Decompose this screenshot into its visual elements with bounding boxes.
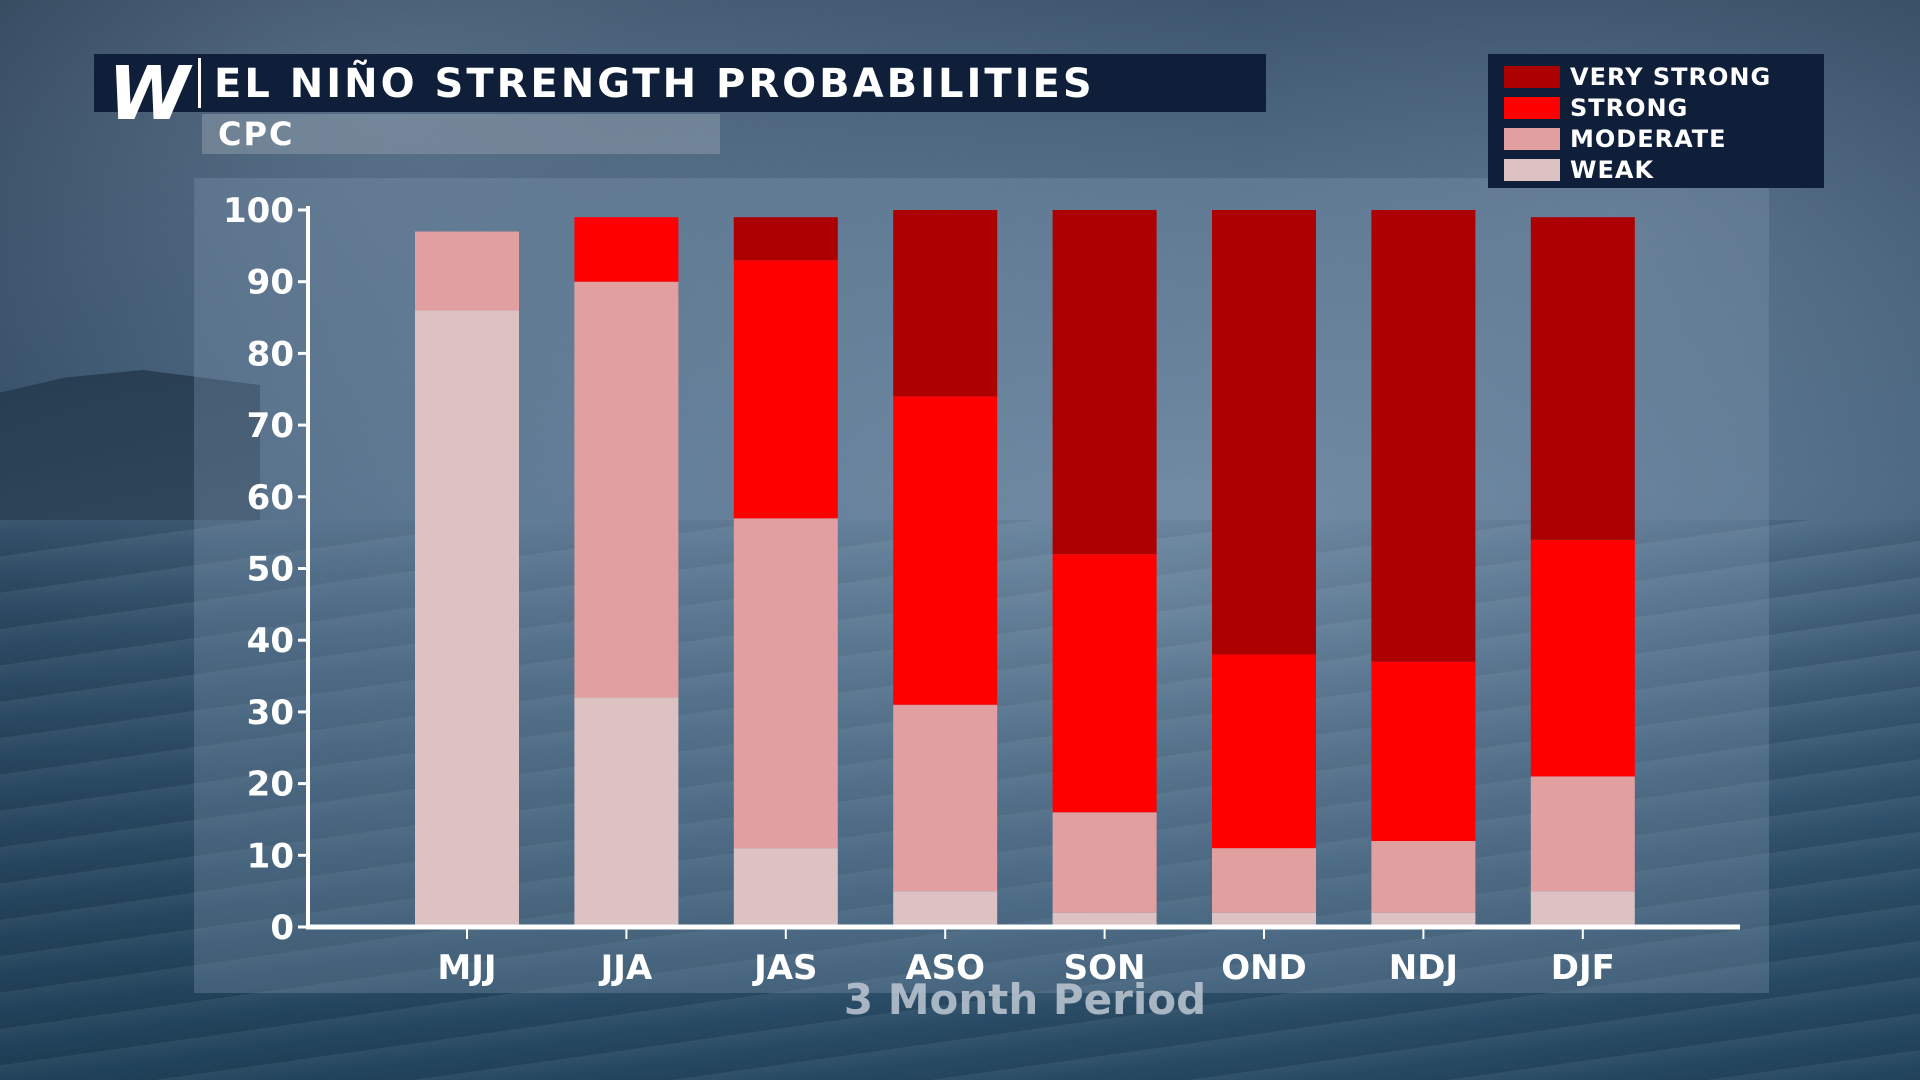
bar-segment-very-strong: [1371, 210, 1476, 662]
bar-segment-moderate: [1530, 776, 1635, 892]
legend-label-very-strong: VERY STRONG: [1570, 63, 1772, 91]
legend: VERY STRONG STRONG MODERATE WEAK: [1488, 54, 1824, 188]
x-category-label: OND: [1221, 948, 1307, 988]
bar-segment-moderate: [574, 281, 679, 698]
x-category-label: JAS: [752, 948, 817, 988]
legend-label-strong: STRONG: [1570, 94, 1689, 122]
weather-logo: W: [108, 51, 190, 137]
bar-segment-weak: [733, 848, 838, 927]
bar-segment-very-strong: [1212, 210, 1316, 655]
y-tick-label: 40: [247, 621, 294, 661]
bar-segment-strong: [1212, 654, 1316, 849]
bar-segment-weak: [893, 891, 998, 927]
chart-subtitle: CPC: [218, 115, 295, 153]
legend-swatch-very-strong: [1504, 66, 1560, 88]
x-category-label: NDJ: [1389, 948, 1458, 988]
chart-title: EL NIÑO STRENGTH PROBABILITIES: [214, 61, 1095, 107]
bar-segment-moderate: [893, 704, 998, 892]
bar-segment-strong: [1052, 554, 1157, 813]
y-tick-label: 100: [223, 191, 294, 231]
bar-segment-moderate: [1371, 840, 1476, 913]
bar-segment-strong: [733, 260, 838, 519]
logo-separator: [198, 58, 201, 108]
y-tick-label: 70: [247, 406, 294, 446]
bar-segment-weak: [1052, 912, 1157, 927]
subtitle-bar: [202, 114, 720, 154]
y-tick-label: 20: [247, 765, 294, 805]
bar-segment-moderate: [1052, 812, 1157, 913]
bar-segment-weak: [1212, 912, 1316, 927]
legend-item-strong: STRONG: [1504, 94, 1689, 122]
y-tick-label: 50: [247, 550, 294, 590]
legend-label-weak: WEAK: [1570, 156, 1655, 184]
bar-segment-strong: [893, 396, 998, 705]
x-category-label: DJF: [1551, 948, 1615, 988]
bar-segment-weak: [1371, 912, 1476, 927]
bar-segment-strong: [1371, 661, 1476, 841]
x-category-label: ASO: [905, 948, 985, 988]
legend-label-moderate: MODERATE: [1570, 125, 1727, 153]
bar-segment-strong: [1530, 539, 1635, 777]
x-category-label: MJJ: [437, 948, 496, 988]
legend-swatch-weak: [1504, 159, 1560, 181]
bar-segment-very-strong: [893, 210, 998, 397]
y-tick-label: 0: [270, 908, 294, 948]
bar-segment-weak: [1530, 891, 1635, 927]
bar-segment-moderate: [733, 518, 838, 849]
legend-swatch-strong: [1504, 97, 1560, 119]
x-axis-title: 3 Month Period: [843, 975, 1207, 1024]
legend-item-very-strong: VERY STRONG: [1504, 63, 1772, 91]
legend-swatch-moderate: [1504, 128, 1560, 150]
bar-segment-strong: [574, 217, 679, 282]
bar-segment-very-strong: [1530, 217, 1635, 540]
y-tick-label: 30: [247, 693, 294, 733]
bar-segment-moderate: [415, 231, 519, 311]
x-category-label: JJA: [599, 948, 653, 988]
bar-segment-moderate: [1212, 848, 1316, 913]
title-bar: [94, 54, 1266, 112]
legend-item-moderate: MODERATE: [1504, 125, 1727, 153]
y-tick-label: 10: [247, 836, 294, 876]
legend-item-weak: WEAK: [1504, 156, 1655, 184]
y-tick-label: 90: [247, 263, 294, 303]
bar-segment-weak: [574, 697, 679, 927]
y-tick-label: 80: [247, 334, 294, 374]
bar-segment-weak: [415, 310, 519, 927]
bar-segment-very-strong: [733, 217, 838, 261]
background-hill: [0, 370, 260, 520]
y-tick-label: 60: [247, 478, 294, 518]
bar-segment-very-strong: [1052, 210, 1157, 555]
x-category-label: SON: [1064, 948, 1146, 988]
